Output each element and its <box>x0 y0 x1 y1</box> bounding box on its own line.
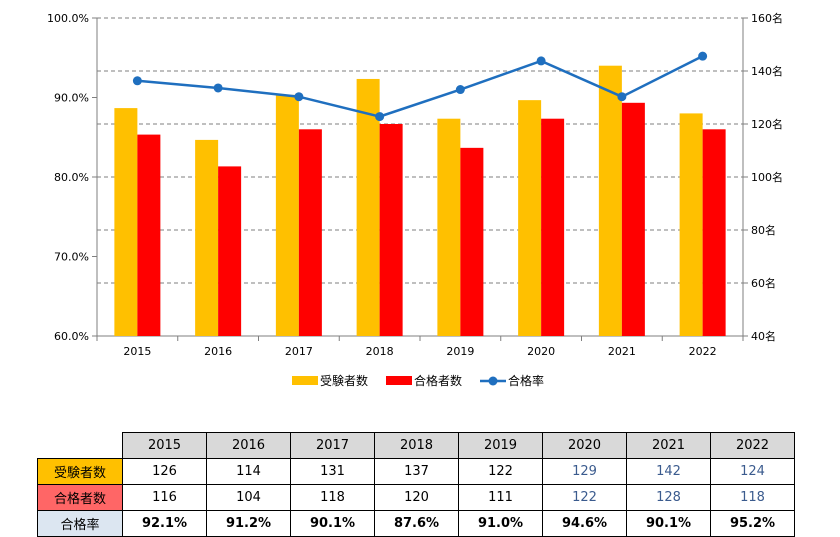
table-cell: 114 <box>206 458 291 485</box>
table-cell: 129 <box>542 458 627 485</box>
bar-examinees <box>598 65 622 336</box>
table-year-header: 2019 <box>458 432 543 459</box>
table-cell: 122 <box>458 458 543 485</box>
table-cell: 90.1% <box>626 510 711 537</box>
legend-swatch <box>386 376 412 385</box>
pass-rate-point <box>698 51 708 61</box>
table-cell: 116 <box>122 484 207 511</box>
bar-examinees <box>437 118 461 336</box>
pass-rate-point <box>294 92 304 102</box>
left-tick-label: 90.0% <box>54 92 89 105</box>
bar-examinees <box>195 139 219 336</box>
table-cell: 122 <box>542 484 627 511</box>
x-tick-label: 2022 <box>689 345 717 358</box>
table-cell: 87.6% <box>374 510 459 537</box>
right-tick-label: 40名 <box>751 329 776 343</box>
table-cell: 92.1% <box>122 510 207 537</box>
bar-examinees <box>356 78 380 336</box>
x-tick-label: 2020 <box>527 345 555 358</box>
bar-passers <box>460 147 484 336</box>
table-header-row: 2015 2016 2017 2018 2019 2020 2021 2022 <box>37 432 795 459</box>
left-tick-label: 80.0% <box>54 171 89 184</box>
bar-passers <box>621 102 645 336</box>
bar-examinees <box>275 94 299 336</box>
table-row-label: 合格者数 <box>37 484 123 511</box>
bar-passers <box>702 129 726 336</box>
table-year-header: 2020 <box>542 432 627 459</box>
pass-rate-point <box>213 83 223 93</box>
table-cell: 118 <box>710 484 795 511</box>
legend-marker <box>488 376 498 386</box>
bar-examinees <box>114 108 138 336</box>
table-cell: 126 <box>122 458 207 485</box>
table-row-label: 合格率 <box>37 510 123 537</box>
right-tick-label: 100名 <box>751 170 783 184</box>
table-cell: 90.1% <box>290 510 375 537</box>
left-tick-label: 70.0% <box>54 251 89 264</box>
bar-examinees <box>679 113 703 337</box>
bar-passers <box>218 166 242 336</box>
pass-rate-point <box>617 92 627 102</box>
right-tick-label: 160名 <box>751 11 783 25</box>
table-cell: 91.0% <box>458 510 543 537</box>
table-corner <box>37 432 123 459</box>
x-tick-label: 2021 <box>608 345 636 358</box>
left-tick-label: 60.0% <box>54 330 89 343</box>
data-table: 2015 2016 2017 2018 2019 2020 2021 2022 … <box>37 432 795 537</box>
bar-passers <box>379 124 403 336</box>
table-cell: 142 <box>626 458 711 485</box>
right-tick-label: 80名 <box>751 223 776 237</box>
table-row-label: 受験者数 <box>37 458 123 485</box>
x-tick-label: 2016 <box>204 345 232 358</box>
table-row-passers: 合格者数 116 104 118 120 111 122 128 118 <box>37 484 795 511</box>
bar-examinees <box>518 100 542 337</box>
pass-rate-line <box>137 55 704 118</box>
right-tick-label: 140名 <box>751 64 783 78</box>
table-cell: 94.6% <box>542 510 627 537</box>
x-tick-label: 2017 <box>285 345 313 358</box>
chart: 60.0% 70.0% 80.0% 90.0% 100.0% 40名 60名 80名 100名 1… <box>47 11 783 388</box>
pass-rate-point <box>132 76 142 86</box>
pass-rate-point <box>375 112 385 122</box>
table-cell: 124 <box>710 458 795 485</box>
table-year-header: 2016 <box>206 432 291 459</box>
table-cell: 95.2% <box>710 510 795 537</box>
table-cell: 128 <box>626 484 711 511</box>
right-tick-label: 60名 <box>751 276 776 290</box>
legend-label: 受験者数 <box>320 373 368 388</box>
legend-label: 合格者数 <box>414 373 462 388</box>
x-tick-label: 2015 <box>123 345 151 358</box>
table-cell: 120 <box>374 484 459 511</box>
pass-rate-point <box>536 56 546 66</box>
table-year-header: 2018 <box>374 432 459 459</box>
legend-label: 合格率 <box>508 373 544 388</box>
table-row-examinees: 受験者数 126 114 131 137 122 129 142 124 <box>37 458 795 485</box>
x-tick-label: 2018 <box>366 345 394 358</box>
table-year-header: 2022 <box>710 432 795 459</box>
table-year-header: 2017 <box>290 432 375 459</box>
table-cell: 104 <box>206 484 291 511</box>
bar-passers <box>298 129 322 336</box>
table-cell: 111 <box>458 484 543 511</box>
table-cell: 137 <box>374 458 459 485</box>
table-row-rate: 合格率 92.1% 91.2% 90.1% 87.6% 91.0% 94.6% … <box>37 510 795 537</box>
table-year-header: 2021 <box>626 432 711 459</box>
table-cell: 118 <box>290 484 375 511</box>
table-cell: 131 <box>290 458 375 485</box>
table-cell: 91.2% <box>206 510 291 537</box>
x-tick-label: 2019 <box>446 345 474 358</box>
right-tick-label: 120名 <box>751 117 783 131</box>
table-year-header: 2015 <box>122 432 207 459</box>
bar-passers <box>137 134 161 336</box>
bar-passers <box>541 118 565 336</box>
left-tick-label: 100.0% <box>47 12 89 25</box>
pass-rate-point <box>455 85 465 95</box>
legend-swatch <box>292 376 318 385</box>
